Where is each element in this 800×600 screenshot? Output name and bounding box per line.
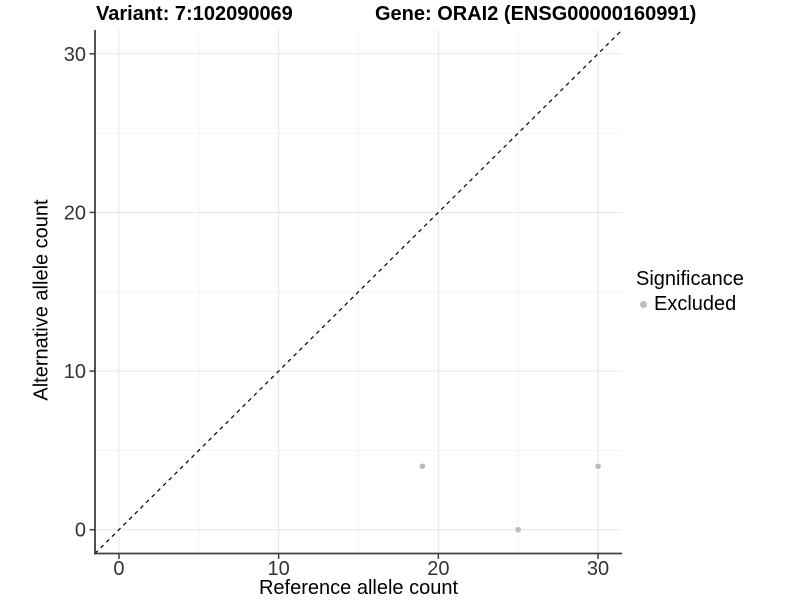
y-tick-label: 10 [64,361,86,383]
x-tick-label: 30 [587,558,609,580]
x-tick-label: 20 [427,558,449,580]
legend-point-icon [639,301,647,308]
x-tick-label: 0 [113,558,124,580]
data-point [595,463,601,470]
data-point [419,463,426,470]
legend: Significance Excluded [636,268,744,316]
x-tick-label: 10 [268,558,290,580]
legend-item-label: Excluded [654,293,737,315]
x-axis-title: Reference allele count [258,577,458,599]
y-tick-label: 20 [64,202,86,224]
y-tick-label: 0 [75,520,86,542]
legend-items: Excluded [636,293,744,316]
plot-title-gene: Gene: ORAI2 (ENSG00000160991) [375,3,697,25]
y-axis-title: Alternative allele count [30,199,53,401]
y-tick-label: 30 [64,44,86,66]
identity-dashed-line [94,29,623,554]
legend-title: Significance [636,268,744,290]
plot-title-variant: Variant: 7:102090069 [96,3,293,25]
legend-item: Excluded [636,293,744,316]
legend-key [632,294,654,316]
data-point [515,526,521,533]
